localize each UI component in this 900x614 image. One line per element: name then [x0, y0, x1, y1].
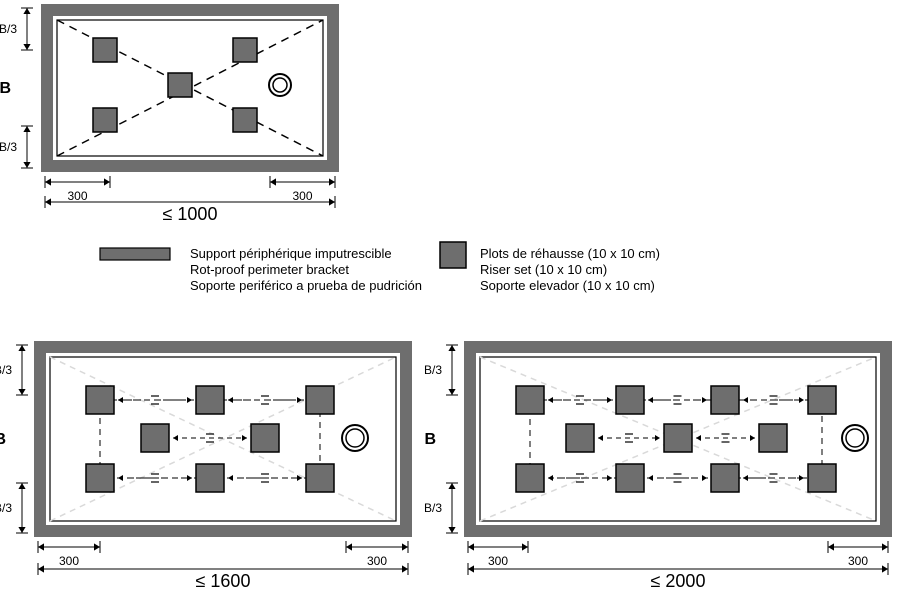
riser-plot [711, 386, 739, 414]
installation-diagram: 300 300 ≤ 1000 B/3 B/3 B 300 300 ≤ 1600 B/3 B/3 B 30… [0, 0, 900, 614]
riser-plot [516, 464, 544, 492]
svg-text:300: 300 [848, 554, 868, 568]
riser-plot [233, 108, 257, 132]
riser-plot [141, 424, 169, 452]
riser-plot [93, 108, 117, 132]
riser-plot [233, 38, 257, 62]
svg-text:B/3: B/3 [0, 140, 17, 154]
svg-text:300: 300 [488, 554, 508, 568]
svg-text:≤ 2000: ≤ 2000 [651, 571, 706, 591]
svg-text:B/3: B/3 [0, 501, 12, 515]
legend-plot-fr: Plots de réhausse (10 x 10 cm) [480, 246, 660, 261]
riser-plot [664, 424, 692, 452]
riser-plot [566, 424, 594, 452]
svg-text:300: 300 [292, 189, 312, 203]
svg-text:300: 300 [67, 189, 87, 203]
legend-plot-swatch [440, 242, 466, 268]
svg-text:B: B [0, 80, 11, 97]
legend-bracket-es: Soporte periférico a prueba de pudrición [190, 278, 422, 293]
riser-plot [808, 464, 836, 492]
riser-plot [306, 386, 334, 414]
legend-bracket-fr: Support périphérique imputrescible [190, 246, 392, 261]
riser-plot [759, 424, 787, 452]
riser-plot [616, 386, 644, 414]
legend-plot-es: Soporte elevador (10 x 10 cm) [480, 278, 655, 293]
svg-text:≤ 1600: ≤ 1600 [196, 571, 251, 591]
svg-text:B/3: B/3 [0, 363, 12, 377]
legend-bracket-swatch [100, 248, 170, 260]
riser-plot [168, 73, 192, 97]
riser-plot [86, 464, 114, 492]
svg-text:B/3: B/3 [0, 22, 17, 36]
svg-text:B/3: B/3 [424, 501, 442, 515]
svg-text:B/3: B/3 [424, 363, 442, 377]
riser-plot [808, 386, 836, 414]
svg-text:B: B [424, 431, 436, 448]
svg-text:≤ 1000: ≤ 1000 [163, 204, 218, 224]
svg-text:B: B [0, 431, 6, 448]
riser-plot [86, 386, 114, 414]
riser-plot [711, 464, 739, 492]
svg-text:300: 300 [59, 554, 79, 568]
riser-plot [516, 386, 544, 414]
legend-bracket-en: Rot-proof perimeter bracket [190, 262, 349, 277]
riser-plot [93, 38, 117, 62]
riser-plot [306, 464, 334, 492]
svg-text:300: 300 [367, 554, 387, 568]
riser-plot [251, 424, 279, 452]
legend-plot-en: Riser set (10 x 10 cm) [480, 262, 607, 277]
riser-plot [196, 464, 224, 492]
riser-plot [196, 386, 224, 414]
riser-plot [616, 464, 644, 492]
